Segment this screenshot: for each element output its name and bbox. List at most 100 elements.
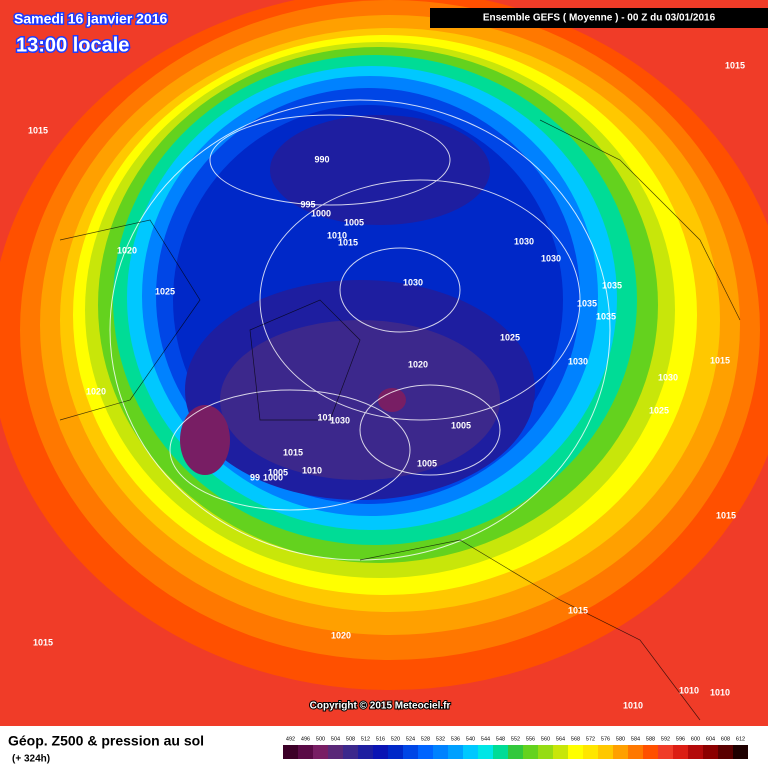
legend-label: 524	[406, 736, 415, 742]
isobar-label: 1015	[710, 355, 730, 365]
legend-swatch	[463, 745, 478, 759]
legend-swatch	[598, 745, 613, 759]
legend-swatch	[658, 745, 673, 759]
legend-swatch	[313, 745, 328, 759]
legend-label: 532	[436, 736, 445, 742]
legend-label: 536	[451, 736, 460, 742]
legend-swatch	[673, 745, 688, 759]
isobar-label: 1005	[268, 467, 288, 477]
footer-title: Géop. Z500 & pression au sol	[8, 733, 204, 749]
legend-label: 492	[286, 736, 295, 742]
legend-swatch	[478, 745, 493, 759]
isobar-label: 1030	[403, 277, 423, 287]
legend-swatch	[508, 745, 523, 759]
isobar-label: 1005	[417, 458, 437, 468]
legend-label: 508	[346, 736, 355, 742]
time-title: 13:00 locale	[16, 34, 129, 56]
legend-label: 596	[676, 736, 685, 742]
date-title: Samedi 16 janvier 2016	[14, 11, 168, 27]
legend-swatch	[583, 745, 598, 759]
isobar-label: 1020	[86, 386, 106, 396]
isobar-label: 101	[317, 412, 332, 422]
legend-label: 604	[706, 736, 715, 742]
legend-label: 600	[691, 736, 700, 742]
isobar-label: 1015	[28, 125, 48, 135]
model-info: Ensemble GEFS ( Moyenne ) - 00 Z du 03/0…	[483, 13, 716, 24]
isobar-label: 1015	[568, 605, 588, 615]
legend-label: 544	[481, 736, 490, 742]
legend-label: 540	[466, 736, 475, 742]
legend-swatch	[628, 745, 643, 759]
isobar-label: 1020	[408, 359, 428, 369]
isobar-label: 1010	[327, 230, 347, 240]
isobar-label: 1025	[500, 332, 520, 342]
legend-label: 512	[361, 736, 370, 742]
isobar-label: 1010	[679, 685, 699, 695]
legend-swatch	[493, 745, 508, 759]
legend-label: 560	[541, 736, 550, 742]
isobar-label: 1030	[514, 236, 534, 246]
isobar-label: 99	[250, 472, 260, 482]
isobar-label: 1035	[602, 280, 622, 290]
isobar-label: 995	[300, 199, 315, 209]
isobar-label: 1030	[541, 253, 561, 263]
isobar-label: 1015	[283, 447, 303, 457]
isobar-label: 1000	[263, 472, 283, 482]
legend-swatch	[643, 745, 658, 759]
legend-label: 568	[571, 736, 580, 742]
legend-swatch	[523, 745, 538, 759]
legend-swatch	[568, 745, 583, 759]
isobar-label: 1015	[338, 237, 358, 247]
legend-label: 564	[556, 736, 565, 742]
isobar-label: 1020	[331, 630, 351, 640]
legend-label: 496	[301, 736, 310, 742]
legend-label: 592	[661, 736, 670, 742]
legend-label: 548	[496, 736, 505, 742]
isobar-label: 1015	[716, 510, 736, 520]
isobar-label: 1010	[710, 687, 730, 697]
legend-swatch	[403, 745, 418, 759]
legend-label: 588	[646, 736, 655, 742]
legend-label: 572	[586, 736, 595, 742]
legend-swatch	[328, 745, 343, 759]
legend-swatch	[538, 745, 553, 759]
legend-swatch	[718, 745, 733, 759]
isobar-label: 1020	[117, 245, 137, 255]
legend-swatch	[733, 745, 748, 759]
legend-swatch	[358, 745, 373, 759]
legend-label: 500	[316, 736, 325, 742]
isobar-label: 1025	[649, 405, 669, 415]
isobar-label: 1015	[33, 637, 53, 647]
isobar-label: 1010	[623, 700, 643, 710]
legend-swatch	[703, 745, 718, 759]
isobar-label: 1025	[155, 286, 175, 296]
legend-swatch	[343, 745, 358, 759]
isobar-label: 1015	[725, 60, 745, 70]
legend-swatch	[448, 745, 463, 759]
legend-swatch	[418, 745, 433, 759]
isobar-label: 1030	[568, 356, 588, 366]
isobar-label: 1030	[658, 372, 678, 382]
isobar-label: 1030	[330, 415, 350, 425]
isobar-label: 990	[314, 154, 329, 164]
isobar-label: 1005	[451, 420, 471, 430]
legend-label: 576	[601, 736, 610, 742]
legend-label: 552	[511, 736, 520, 742]
isobar-label: 1000	[311, 208, 331, 218]
legend-swatch	[613, 745, 628, 759]
legend-swatch	[298, 745, 313, 759]
isobar-label: 1005	[344, 217, 364, 227]
legend-label: 584	[631, 736, 640, 742]
legend-label: 504	[331, 736, 340, 742]
map-field	[0, 0, 768, 726]
header-box	[430, 8, 768, 28]
legend-label: 556	[526, 736, 535, 742]
legend-swatch	[553, 745, 568, 759]
legend-label: 580	[616, 736, 625, 742]
isobar-label: 1035	[577, 298, 597, 308]
isobar-label: 1010	[302, 465, 322, 475]
legend-label: 520	[391, 736, 400, 742]
isobar-label: 1035	[596, 311, 616, 321]
lead-time: (+ 324h)	[12, 754, 50, 765]
